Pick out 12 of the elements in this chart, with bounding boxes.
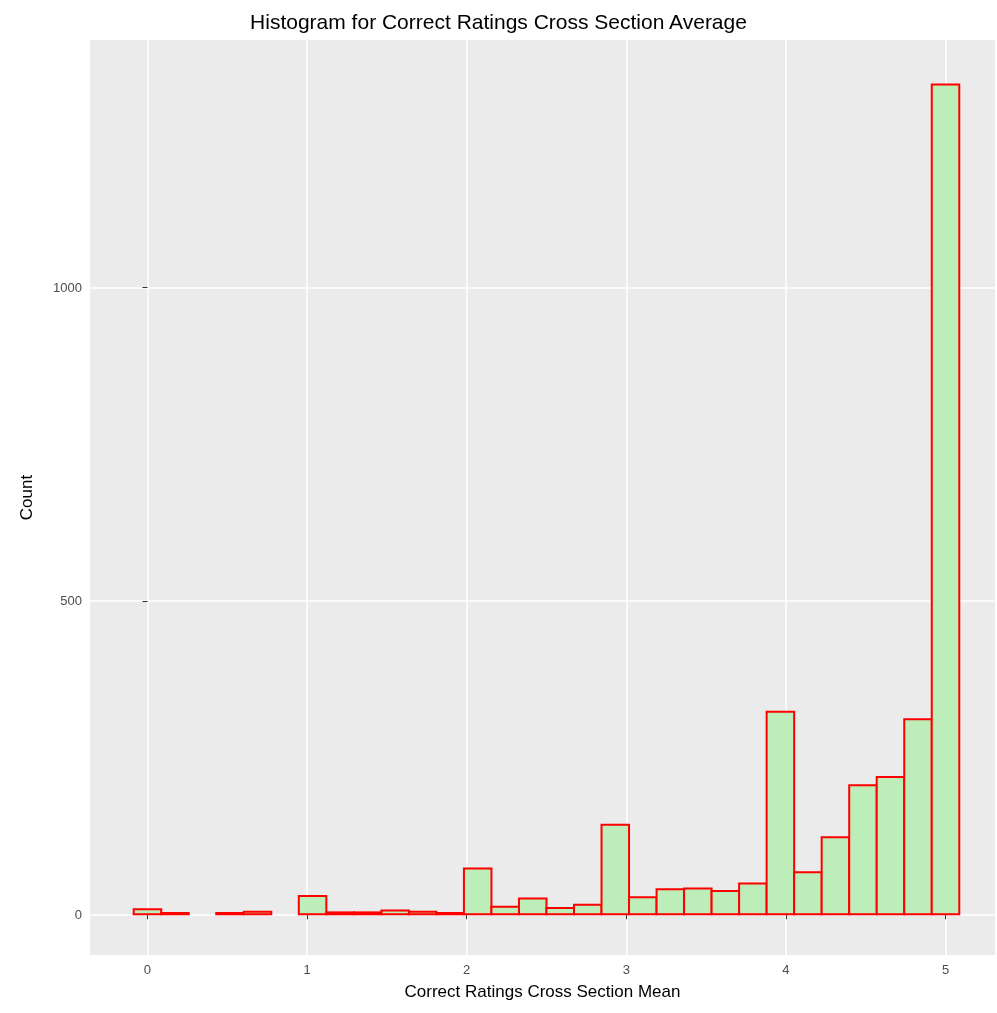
- y-tick-label: 1000: [53, 280, 82, 296]
- x-tick-label: 0: [143, 962, 152, 977]
- x-tick-label: 4: [782, 962, 790, 977]
- y-tick-label: 0: [74, 906, 82, 922]
- chart-title: Histogram for Correct Ratings Cross Section Average: [250, 10, 747, 33]
- x-tick-label: 2: [463, 962, 471, 977]
- y-tick-label: 500: [60, 593, 82, 609]
- x-tick-label: 1: [303, 962, 311, 977]
- x-axis-title: Correct Ratings Cross Section Mean: [404, 982, 681, 1001]
- x-tick-label: 3: [622, 962, 630, 977]
- x-tick-label: 5: [941, 962, 950, 977]
- y-axis-title: Count: [17, 474, 36, 521]
